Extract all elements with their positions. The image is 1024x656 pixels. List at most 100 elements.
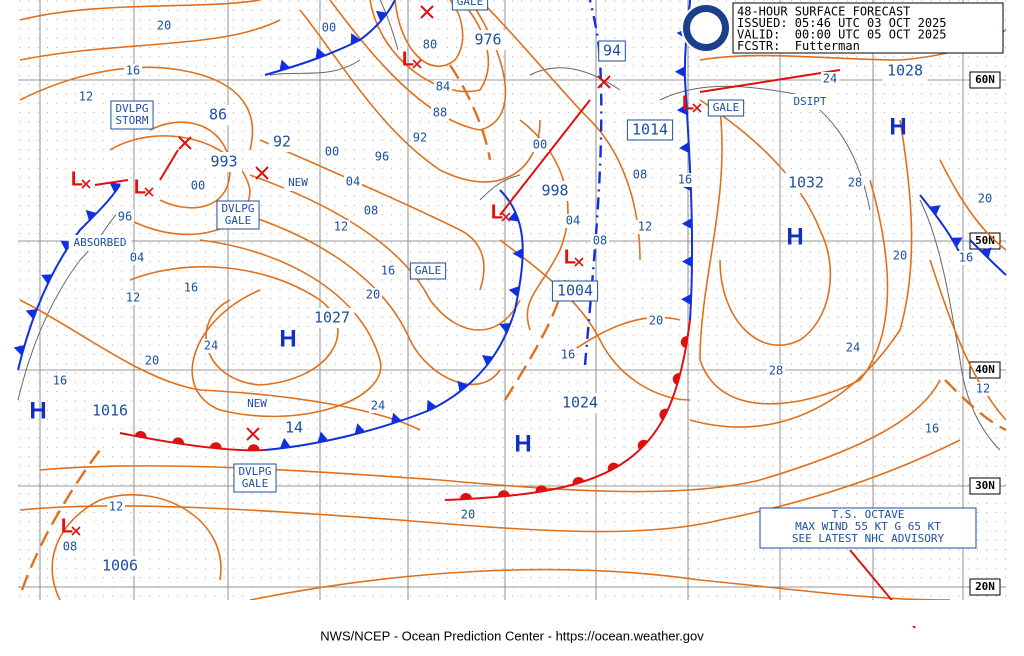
label-box	[110, 100, 154, 130]
map-label: GALE	[457, 0, 484, 8]
label-box	[598, 40, 626, 62]
front-pip	[980, 247, 992, 259]
isobar-label-bg	[974, 382, 992, 396]
label-box	[707, 99, 745, 117]
low-center: L	[71, 168, 83, 190]
map-label: DVLPG	[221, 202, 254, 215]
low-x	[501, 212, 511, 222]
map-label: 14	[285, 419, 303, 437]
front-pip	[672, 373, 681, 385]
map-label: GALE	[225, 214, 252, 227]
isobar-label: 16	[184, 281, 198, 295]
map-label: STORM	[115, 114, 148, 127]
front-pip	[279, 437, 291, 449]
noaa-logo-inner	[690, 12, 722, 44]
front-pip	[109, 182, 121, 193]
front-pip	[682, 256, 693, 268]
isobar-label-bg	[323, 145, 341, 159]
map-label: DVLPG	[238, 465, 271, 478]
label-bg	[309, 308, 355, 328]
isobar-label: 24	[823, 72, 837, 86]
track-arrow	[699, 69, 841, 93]
label-bg	[268, 132, 296, 152]
front-pip	[350, 33, 361, 45]
map-label: ABSORBED	[74, 236, 127, 249]
map-label: 1027	[314, 309, 350, 327]
isobar-label: 20	[157, 19, 171, 33]
lat-label: 30N	[975, 479, 995, 492]
header-line: FCSTR: Futterman	[737, 39, 860, 53]
label-bg	[557, 393, 603, 413]
map-label: 1004	[557, 282, 593, 300]
lat-label: 40N	[975, 363, 995, 376]
isobar-label-bg	[434, 80, 452, 94]
front-pip	[679, 142, 690, 154]
isobar-label-bg	[431, 106, 449, 120]
isobar-label-bg	[891, 249, 909, 263]
isobar	[19, 0, 261, 21]
label-box	[551, 280, 599, 302]
isobar	[249, 174, 521, 331]
isobar-label-bg	[344, 175, 362, 189]
lat-label: 50N	[975, 234, 995, 247]
track-arrow	[159, 149, 179, 181]
isobar-label-bg	[116, 210, 134, 224]
advisory-line: SEE LATEST NHC ADVISORY	[792, 532, 945, 545]
position-x	[597, 75, 611, 89]
isobar-label-bg	[362, 204, 380, 218]
position-x	[255, 166, 269, 180]
label-bg	[470, 30, 506, 50]
isobar	[499, 239, 691, 401]
map-label: 1032	[788, 174, 824, 192]
isobar-label-bg	[767, 364, 785, 378]
isobar-label-bg	[421, 38, 439, 52]
advisory-line: T.S. OCTAVE	[832, 508, 905, 521]
map-label: 94	[603, 42, 621, 60]
isobar	[259, 139, 485, 291]
isobar-label: 24	[371, 399, 385, 413]
isobar-label-bg	[155, 19, 173, 33]
label-box	[233, 463, 277, 493]
isobar-label: 04	[566, 214, 580, 228]
isobar-label: 16	[925, 422, 939, 436]
low-center: L	[491, 201, 503, 223]
low-center: L	[564, 246, 576, 268]
isobar-label: 16	[381, 264, 395, 278]
map-label: 1028	[887, 62, 923, 80]
map-label: 993	[210, 153, 237, 171]
advisory-box	[759, 507, 977, 549]
front-pip	[391, 412, 402, 424]
lat-label-box	[969, 361, 1001, 379]
label-box	[451, 0, 489, 11]
isobar-label-bg	[976, 192, 994, 206]
map-label: 1016	[92, 402, 128, 420]
isobar-label-bg	[124, 64, 142, 78]
axis-strip	[18, 600, 1006, 626]
isobar	[19, 66, 254, 151]
high-center: H	[786, 223, 803, 250]
isobar-label-bg	[202, 339, 220, 353]
isobar	[699, 99, 832, 346]
front-pip	[317, 431, 329, 443]
isobar-label: 16	[53, 374, 67, 388]
front-pip	[134, 430, 147, 439]
front-pip	[508, 286, 520, 297]
isobar-label: 96	[118, 210, 132, 224]
map-label: NEW	[288, 176, 308, 189]
track-arrow	[499, 99, 591, 216]
isobar-label-bg	[332, 220, 350, 234]
isobar-label: 24	[204, 339, 218, 353]
label-bg	[283, 175, 313, 191]
isobar-label-bg	[411, 131, 429, 145]
front-pip	[512, 248, 523, 260]
label-bg	[788, 94, 832, 110]
isobar-label-bg	[846, 176, 864, 190]
map-label: 998	[541, 182, 568, 200]
isobar-label-bg	[676, 173, 694, 187]
isobar	[479, 0, 641, 261]
label-bg	[87, 401, 133, 421]
isobar-label: 12	[334, 220, 348, 234]
front-pip	[929, 205, 941, 216]
isobar-label-bg	[320, 21, 338, 35]
